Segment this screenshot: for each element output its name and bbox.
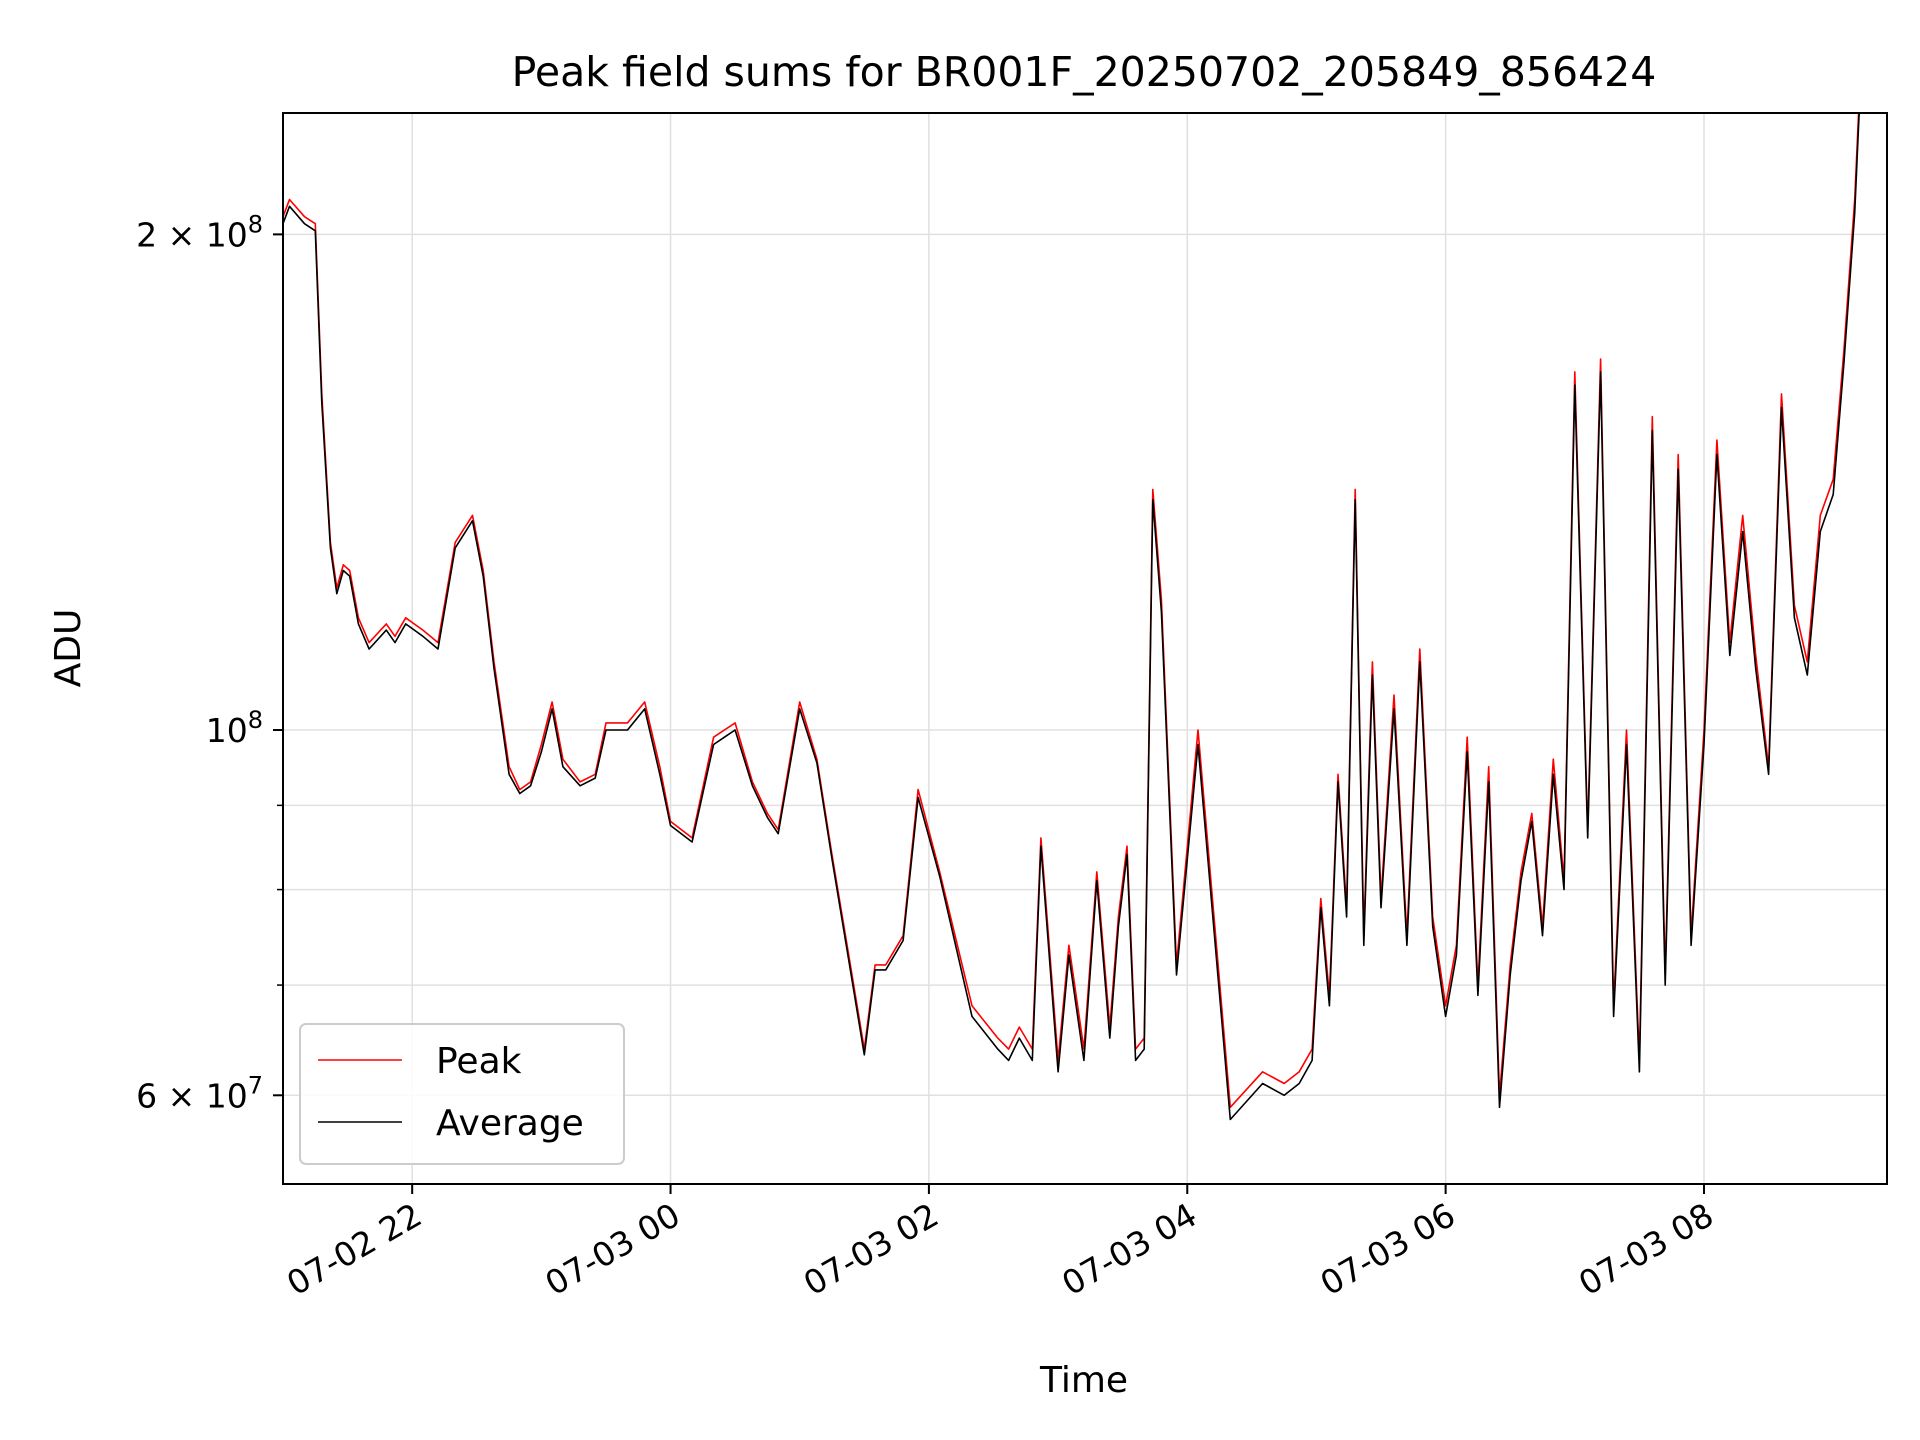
y-tick-label: 2 × 108 (136, 210, 263, 254)
legend-label-average: Average (436, 1103, 584, 1144)
y-axis-ticks: 6 × 107 108 2 × 108 (136, 210, 283, 1115)
legend-label-peak: Peak (436, 1041, 522, 1082)
plot-frame (282, 112, 1888, 1185)
y-tick-label: 108 (206, 706, 263, 750)
chart-title: Peak field sums for BR001F_20250702_2058… (512, 48, 1657, 96)
legend: Peak Average (299, 1023, 625, 1165)
legend-box (299, 1023, 625, 1165)
y-axis-label: ADU (48, 609, 89, 688)
series-layer (283, 113, 1861, 1121)
x-axis-label: Time (1039, 1360, 1128, 1401)
y-tick-label: 6 × 107 (136, 1071, 263, 1115)
series-line-average (283, 113, 1861, 1121)
